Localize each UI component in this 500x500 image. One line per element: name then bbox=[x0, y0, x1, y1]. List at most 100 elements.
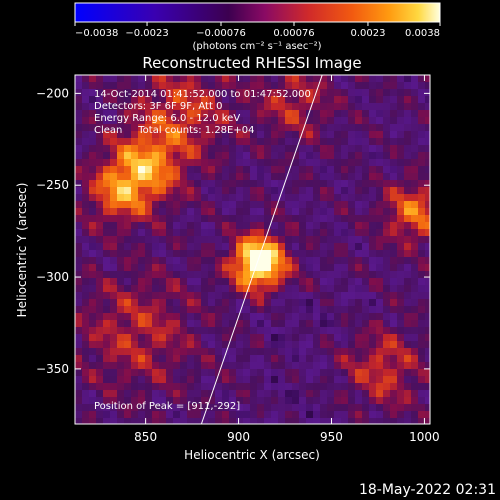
heatmap-cell bbox=[208, 264, 216, 272]
heatmap-cell bbox=[89, 222, 97, 230]
heatmap-cell bbox=[124, 355, 132, 363]
heatmap-cell bbox=[397, 404, 405, 412]
heatmap-cell bbox=[75, 222, 83, 230]
heatmap-cell bbox=[138, 327, 146, 335]
heatmap-cell bbox=[103, 376, 111, 384]
heatmap-cell bbox=[362, 180, 370, 188]
heatmap-cell bbox=[138, 320, 146, 328]
heatmap-cell bbox=[250, 131, 258, 139]
heatmap-cell bbox=[355, 271, 363, 279]
heatmap-cell bbox=[369, 138, 377, 146]
heatmap-cell bbox=[397, 278, 405, 286]
heatmap-cell bbox=[257, 229, 265, 237]
heatmap-cell bbox=[201, 166, 209, 174]
heatmap-cell bbox=[89, 194, 97, 202]
heatmap-cell bbox=[229, 292, 237, 300]
heatmap-cell bbox=[75, 215, 83, 223]
heatmap-cell bbox=[341, 369, 349, 377]
heatmap-cell bbox=[355, 138, 363, 146]
heatmap-cell bbox=[138, 243, 146, 251]
heatmap-cell bbox=[327, 117, 335, 125]
heatmap-cell bbox=[404, 96, 412, 104]
heatmap-cell bbox=[89, 285, 97, 293]
heatmap-cell bbox=[425, 327, 430, 335]
heatmap-cell bbox=[376, 173, 384, 181]
heatmap-cell bbox=[327, 215, 335, 223]
heatmap-cell bbox=[166, 166, 174, 174]
heatmap-cell bbox=[306, 201, 314, 209]
heatmap-cell bbox=[397, 124, 405, 132]
heatmap-cell bbox=[369, 418, 377, 424]
heatmap-cell bbox=[131, 131, 139, 139]
heatmap-cell bbox=[355, 131, 363, 139]
heatmap-cell bbox=[320, 131, 328, 139]
heatmap-cell bbox=[306, 152, 314, 160]
heatmap-cell bbox=[166, 82, 174, 90]
heatmap-cell bbox=[110, 355, 118, 363]
heatmap-cell bbox=[187, 348, 195, 356]
heatmap-cell bbox=[215, 285, 223, 293]
heatmap-cell bbox=[362, 383, 370, 391]
heatmap-cell bbox=[152, 411, 160, 419]
heatmap-cell bbox=[341, 110, 349, 118]
heatmap-cell bbox=[117, 236, 125, 244]
heatmap-cell bbox=[362, 278, 370, 286]
heatmap-cell bbox=[75, 187, 83, 195]
heatmap-cell bbox=[411, 173, 419, 181]
heatmap-cell bbox=[313, 418, 321, 424]
heatmap-cell bbox=[306, 194, 314, 202]
heatmap-cell bbox=[124, 229, 132, 237]
heatmap-cell bbox=[390, 82, 398, 90]
heatmap-cell bbox=[383, 131, 391, 139]
heatmap-cell bbox=[257, 110, 265, 118]
heatmap-cell bbox=[110, 131, 118, 139]
heatmap-cell bbox=[292, 110, 300, 118]
heatmap-cell bbox=[257, 397, 265, 405]
heatmap-cell bbox=[117, 390, 125, 398]
heatmap-cell bbox=[159, 96, 167, 104]
heatmap-cell bbox=[201, 404, 209, 412]
heatmap-cell bbox=[145, 215, 153, 223]
heatmap-cell bbox=[82, 369, 90, 377]
heatmap-cell bbox=[201, 397, 209, 405]
heatmap-cell bbox=[138, 180, 146, 188]
heatmap-cell bbox=[397, 180, 405, 188]
heatmap-cell bbox=[327, 173, 335, 181]
heatmap-cell bbox=[376, 131, 384, 139]
heatmap-cell bbox=[425, 110, 430, 118]
heatmap-cell bbox=[138, 418, 146, 424]
heatmap-cell bbox=[383, 334, 391, 342]
heatmap-cell bbox=[103, 131, 111, 139]
heatmap-cell bbox=[75, 131, 83, 139]
heatmap-cell bbox=[222, 257, 230, 265]
heatmap-cell bbox=[236, 124, 244, 132]
heatmap-cell bbox=[229, 376, 237, 384]
heatmap-cell bbox=[82, 89, 90, 97]
heatmap-cell bbox=[103, 75, 111, 83]
heatmap-cell bbox=[215, 383, 223, 391]
heatmap-cell bbox=[89, 369, 97, 377]
heatmap-cell bbox=[236, 369, 244, 377]
heatmap-cell bbox=[117, 243, 125, 251]
heatmap-cell bbox=[75, 411, 83, 419]
heatmap-cell bbox=[159, 327, 167, 335]
heatmap-cell bbox=[425, 271, 430, 279]
heatmap-cell bbox=[341, 334, 349, 342]
heatmap-cell bbox=[418, 313, 426, 321]
heatmap-cell bbox=[257, 369, 265, 377]
heatmap-cell bbox=[194, 152, 202, 160]
heatmap-cell bbox=[313, 159, 321, 167]
heatmap-cell bbox=[131, 215, 139, 223]
heatmap-cell bbox=[362, 397, 370, 405]
heatmap-cell bbox=[264, 103, 272, 111]
heatmap-cell bbox=[285, 383, 293, 391]
heatmap-cell bbox=[264, 355, 272, 363]
heatmap-cell bbox=[257, 96, 265, 104]
heatmap-cell bbox=[194, 201, 202, 209]
heatmap-cell bbox=[82, 341, 90, 349]
heatmap-cell bbox=[306, 208, 314, 216]
heatmap-cell bbox=[320, 257, 328, 265]
heatmap-cell bbox=[264, 383, 272, 391]
heatmap-cell bbox=[320, 236, 328, 244]
heatmap-cell bbox=[96, 257, 104, 265]
